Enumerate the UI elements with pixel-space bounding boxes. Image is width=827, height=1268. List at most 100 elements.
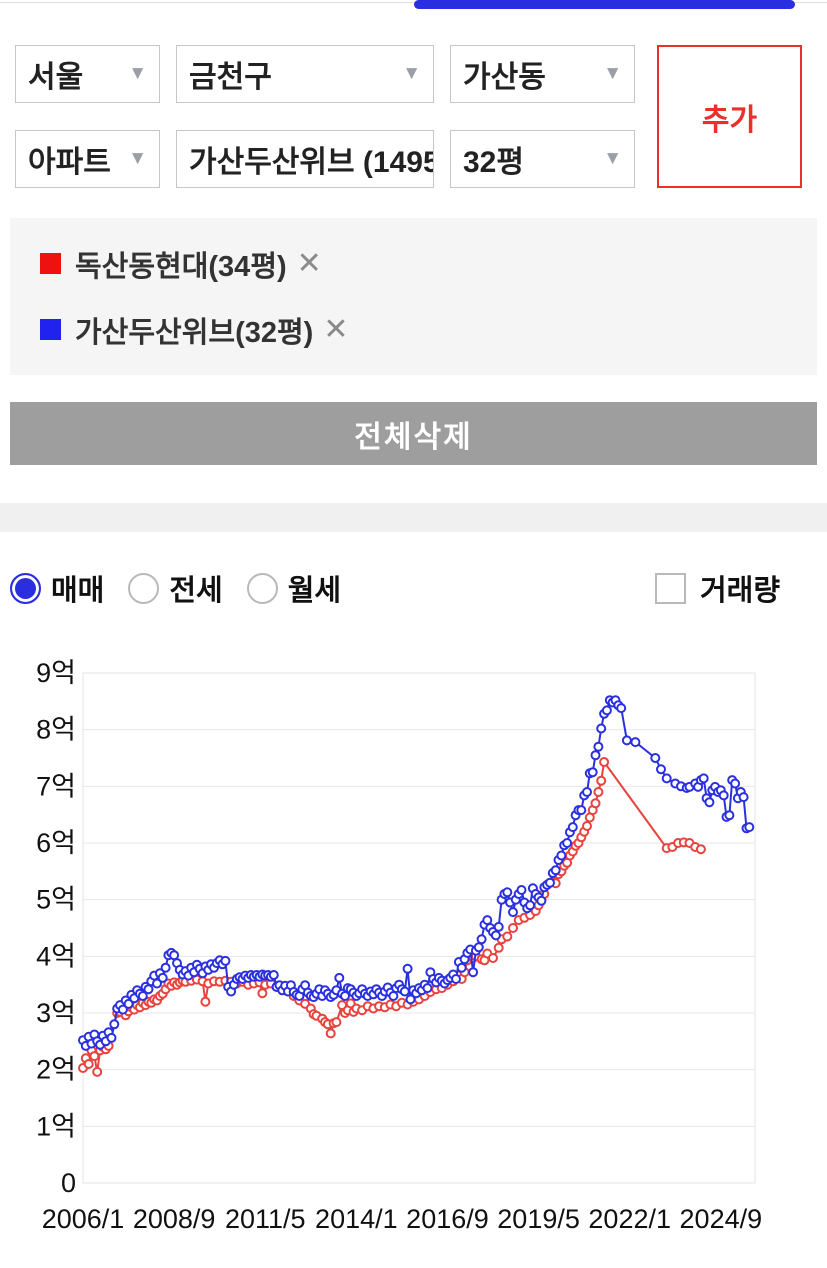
- x-axis-label: 2014/1: [315, 1204, 398, 1234]
- volume-checkbox-label: 거래량: [700, 575, 781, 607]
- data-point-marker: [422, 983, 433, 994]
- section-divider: [0, 503, 827, 532]
- neighborhood-select[interactable]: 가산동 ▼: [450, 45, 635, 103]
- x-axis-label: 2022/1: [588, 1204, 671, 1234]
- data-point-marker: [582, 787, 592, 797]
- data-point-marker: [476, 934, 487, 945]
- legend-item-label: 독산동현대(34평): [75, 250, 287, 283]
- tab-bar-divider: [0, 2, 827, 3]
- data-point-marker: [596, 723, 607, 734]
- data-point-marker: [493, 921, 504, 932]
- data-point-marker: [601, 705, 612, 716]
- data-point-marker: [599, 757, 610, 767]
- data-point-marker: [545, 877, 555, 888]
- legend-color-swatch: [40, 253, 61, 274]
- remove-icon[interactable]: ✕: [296, 247, 322, 280]
- add-button[interactable]: 추가: [657, 45, 802, 188]
- complex-name-input[interactable]: 가산두산위브 (1495: [176, 130, 434, 188]
- radio-circle-icon: [10, 572, 41, 604]
- data-point-marker: [152, 978, 162, 989]
- legend-color-swatch: [40, 319, 61, 340]
- data-point-marker: [730, 778, 741, 789]
- volume-checkbox[interactable]: [655, 572, 686, 604]
- data-point-marker: [473, 942, 484, 953]
- data-point-marker: [704, 797, 715, 808]
- legend-item: 가산두산위브(32평) ✕: [40, 310, 817, 350]
- data-point-marker: [331, 1017, 342, 1028]
- volume-checkbox-row[interactable]: 거래량: [655, 560, 780, 616]
- data-point-marker: [117, 1004, 128, 1015]
- data-point-marker: [257, 988, 268, 999]
- data-point-marker: [650, 753, 661, 763]
- data-point-marker: [468, 967, 479, 978]
- radio-label: 전세: [169, 575, 223, 607]
- city-select[interactable]: 서울 ▼: [15, 45, 160, 103]
- data-point-marker: [160, 962, 171, 973]
- radio-circle-icon: [246, 572, 278, 604]
- data-point-marker: [325, 1028, 336, 1039]
- clear-all-button[interactable]: 전체삭제: [10, 402, 817, 465]
- data-point-marker: [143, 984, 154, 995]
- data-point-marker: [576, 805, 587, 816]
- data-point-marker: [516, 885, 527, 895]
- data-point-marker: [490, 930, 501, 941]
- price-chart: 0 1억 2억 3억 4억 5억 6억 7억 8억 9억 2006/1 2008/9 2011/5 201…: [36, 658, 762, 1234]
- data-point-marker: [502, 931, 513, 942]
- data-point-marker: [482, 915, 493, 926]
- price-type-radio-0[interactable]: 매매: [10, 567, 104, 609]
- y-axis-label: 0: [61, 1168, 76, 1198]
- y-axis-label: 2억: [36, 1055, 76, 1085]
- data-point-marker: [137, 991, 148, 1001]
- data-point-marker: [550, 865, 561, 876]
- data-point-marker: [109, 1019, 120, 1030]
- y-axis-label: 9억: [36, 658, 76, 688]
- clear-all-label: 전체삭제: [354, 420, 473, 454]
- data-point-marker: [493, 942, 504, 953]
- size-select[interactable]: 32평 ▼: [450, 130, 635, 188]
- data-point-marker: [562, 838, 573, 848]
- data-point-marker: [582, 821, 592, 831]
- remove-icon[interactable]: ✕: [323, 313, 349, 346]
- chevron-down-icon: ▼: [402, 63, 421, 84]
- data-point-marker: [593, 741, 604, 752]
- data-point-marker: [106, 1032, 117, 1043]
- y-axis-label: 4억: [36, 941, 76, 971]
- size-select-value: 32평: [463, 146, 524, 179]
- data-point-marker: [92, 1066, 103, 1077]
- radio-label: 매매: [51, 575, 105, 607]
- data-point-marker: [590, 798, 601, 809]
- neighborhood-select-value: 가산동: [463, 61, 546, 94]
- data-point-marker: [616, 703, 627, 714]
- selected-complex-panel: 독산동현대(34평) ✕ 가산두산위브(32평) ✕: [10, 218, 817, 375]
- x-axis-label: 2019/5: [497, 1204, 580, 1234]
- property-type-select[interactable]: 아파트 ▼: [15, 130, 160, 188]
- x-axis-label: 2008/9: [133, 1204, 216, 1234]
- data-point-marker: [621, 735, 632, 746]
- data-point-marker: [488, 953, 498, 963]
- data-point-marker: [402, 963, 413, 974]
- complex-name-value: 가산두산위브 (1495: [189, 146, 434, 179]
- series-1: [78, 695, 755, 1051]
- data-point-marker: [596, 775, 607, 786]
- data-point-marker: [556, 850, 567, 861]
- data-point-marker: [200, 996, 211, 1007]
- radio-label: 월세: [287, 575, 342, 607]
- data-point-marker: [587, 767, 598, 778]
- y-axis-label: 8억: [36, 715, 76, 745]
- x-axis-label: 2006/1: [42, 1204, 125, 1234]
- price-type-radio-1[interactable]: 전세: [128, 567, 223, 609]
- district-select[interactable]: 금천구 ▼: [176, 45, 434, 103]
- plot-area: [82, 672, 756, 1184]
- price-type-radio-2[interactable]: 월세: [246, 567, 342, 609]
- x-axis-label: 2011/5: [225, 1204, 306, 1234]
- data-point-marker: [451, 974, 461, 984]
- data-point-marker: [388, 991, 399, 1001]
- chevron-down-icon: ▼: [128, 63, 147, 84]
- radio-circle-icon: [128, 572, 160, 604]
- active-tab-indicator[interactable]: [414, 0, 795, 9]
- chevron-down-icon: ▼: [603, 148, 622, 169]
- y-axis-label: 1억: [36, 1111, 76, 1141]
- legend-item-label: 가산두산위브(32평): [75, 316, 314, 349]
- data-point-marker: [698, 773, 709, 784]
